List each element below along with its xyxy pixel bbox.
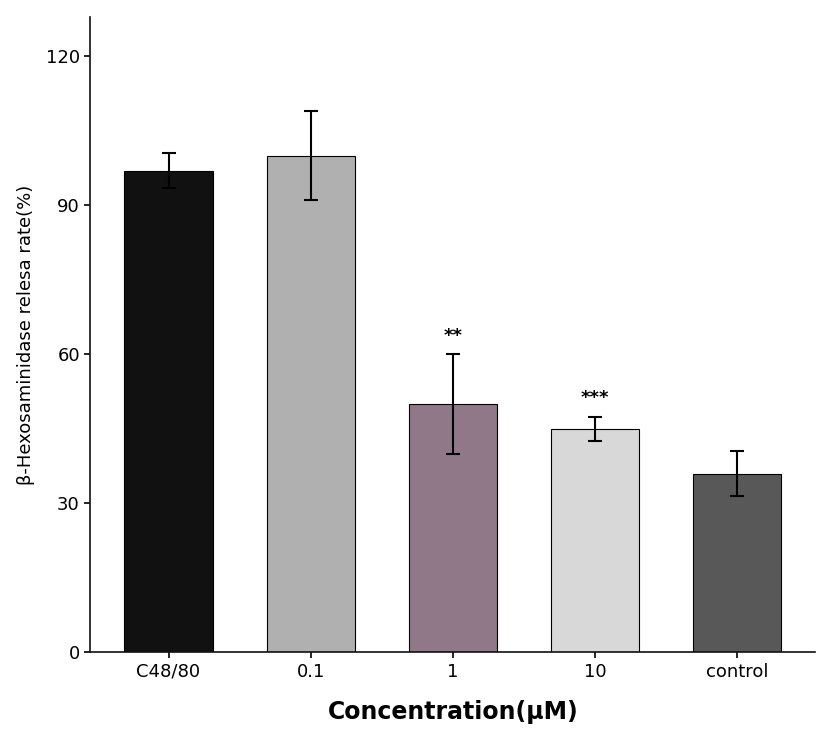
Bar bbox=[693, 473, 781, 653]
X-axis label: Concentration(μM): Concentration(μM) bbox=[328, 700, 578, 725]
Text: ***: *** bbox=[581, 388, 609, 407]
Bar bbox=[409, 404, 497, 653]
Y-axis label: β-Hexosaminidase relesa rate(%): β-Hexosaminidase relesa rate(%) bbox=[17, 185, 35, 485]
Text: **: ** bbox=[443, 327, 463, 345]
Bar bbox=[551, 429, 639, 653]
Bar bbox=[125, 170, 213, 653]
Bar bbox=[266, 156, 354, 653]
